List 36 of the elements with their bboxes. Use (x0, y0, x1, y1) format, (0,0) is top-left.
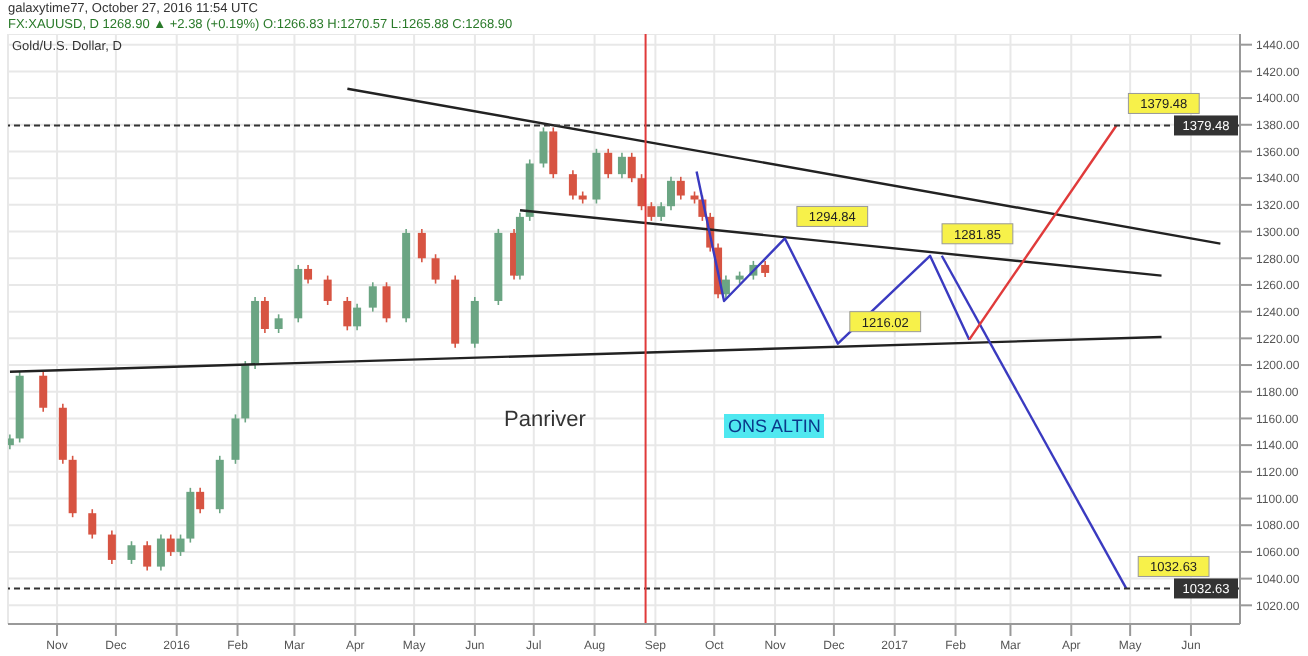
candlestick (166, 533, 175, 557)
candlestick (382, 281, 391, 324)
candlestick (88, 508, 97, 540)
candlestick (627, 152, 636, 183)
candlestick (143, 540, 152, 572)
candlestick (231, 413, 240, 465)
candlestick (592, 148, 601, 205)
candlestick (274, 313, 283, 334)
candlestick (666, 176, 675, 211)
candlestick (617, 152, 626, 179)
candlestick (304, 264, 313, 285)
candlestick (721, 274, 730, 300)
candlestick (539, 126, 548, 169)
candlestick (186, 487, 195, 544)
candlestick (431, 253, 440, 285)
candlestick (676, 176, 685, 201)
candlestick (176, 533, 185, 557)
candlestick (568, 169, 577, 201)
candlestick (343, 296, 352, 332)
annotation: Panriver (504, 408, 586, 432)
candlestick (657, 201, 666, 222)
candlestick (353, 302, 362, 332)
candlestick (260, 296, 269, 334)
candlestick (417, 228, 426, 264)
candlestick (107, 529, 116, 565)
candlestick (604, 148, 613, 179)
candlestick (549, 126, 558, 179)
candlestick (647, 201, 656, 222)
candlestick (156, 533, 165, 572)
annotation: ONS ALTIN (724, 414, 825, 438)
candlestick (323, 274, 332, 306)
candlestick (39, 370, 48, 413)
candlestick (196, 487, 205, 515)
candlestick (127, 540, 136, 565)
candlestick (368, 281, 377, 313)
candlestick (470, 296, 479, 349)
